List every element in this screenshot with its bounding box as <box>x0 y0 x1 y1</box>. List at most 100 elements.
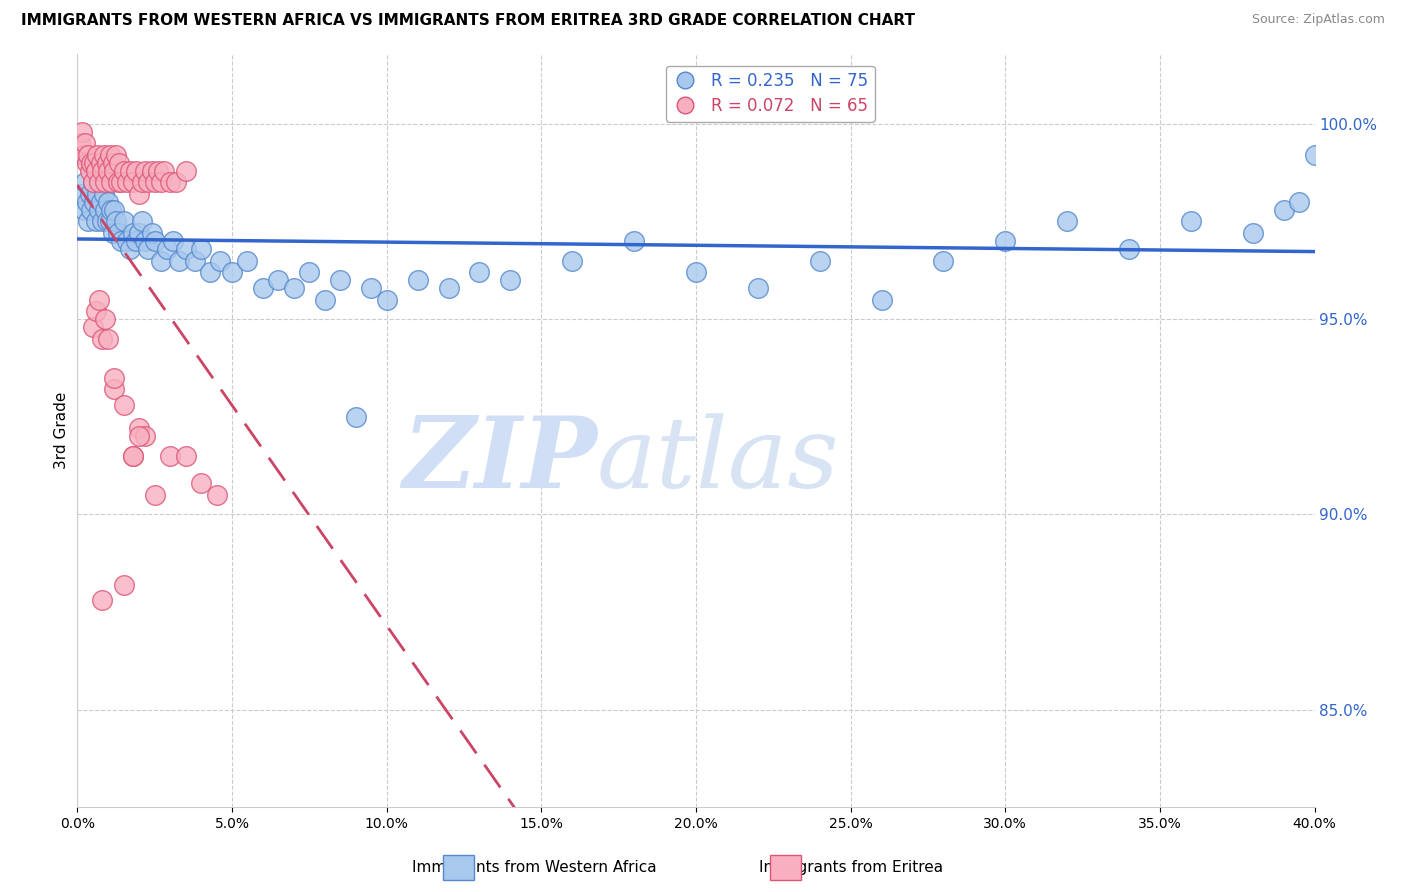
Point <box>118 242 141 256</box>
Point <box>115 234 138 248</box>
Legend: R = 0.235   N = 75, R = 0.072   N = 65: R = 0.235 N = 75, R = 0.072 N = 65 <box>666 66 875 121</box>
Point <box>94 312 117 326</box>
Point <box>91 163 114 178</box>
Point <box>110 234 132 248</box>
Point <box>138 242 160 256</box>
Point <box>344 409 367 424</box>
Point <box>1118 242 1140 256</box>
Point <box>141 226 163 240</box>
Text: Immigrants from Western Africa: Immigrants from Western Africa <box>412 861 657 875</box>
Point <box>98 214 121 228</box>
Point <box>96 214 118 228</box>
Point <box>122 226 145 240</box>
Point <box>118 163 141 178</box>
Point <box>134 234 156 248</box>
Point <box>128 226 150 240</box>
Point <box>437 281 460 295</box>
Point <box>103 370 125 384</box>
Point <box>91 332 114 346</box>
Point <box>159 449 181 463</box>
Point <box>80 202 103 217</box>
Point <box>98 148 121 162</box>
Point <box>100 202 122 217</box>
Point <box>208 253 231 268</box>
Point <box>468 265 491 279</box>
Point <box>329 273 352 287</box>
Point <box>76 194 98 209</box>
Point <box>70 125 93 139</box>
Point <box>267 273 290 287</box>
Point <box>138 175 160 189</box>
Point <box>994 234 1017 248</box>
Point <box>360 281 382 295</box>
Point <box>100 175 122 189</box>
Point <box>174 449 197 463</box>
Point <box>103 383 125 397</box>
Point <box>72 148 94 162</box>
Y-axis label: 3rd Grade: 3rd Grade <box>53 392 69 469</box>
Point <box>77 214 100 228</box>
Point <box>87 175 110 189</box>
Point <box>190 476 212 491</box>
Point <box>406 273 429 287</box>
Point <box>932 253 955 268</box>
Point <box>184 253 207 268</box>
Point <box>87 202 110 217</box>
Point <box>1056 214 1078 228</box>
Point <box>97 194 120 209</box>
Point <box>561 253 583 268</box>
Point <box>101 226 124 240</box>
Point <box>112 214 135 228</box>
Point <box>156 242 179 256</box>
Point <box>93 187 115 202</box>
Point <box>82 319 104 334</box>
Point <box>97 163 120 178</box>
Point <box>1180 214 1202 228</box>
Point <box>149 253 172 268</box>
Point <box>205 488 228 502</box>
Point <box>84 304 107 318</box>
Point <box>79 163 101 178</box>
Point <box>747 281 769 295</box>
Point <box>80 156 103 170</box>
Point <box>143 488 166 502</box>
Point <box>112 577 135 591</box>
Point <box>134 429 156 443</box>
Point <box>375 293 398 307</box>
Point <box>1303 148 1326 162</box>
Point <box>103 202 125 217</box>
Point <box>143 234 166 248</box>
Point <box>122 449 145 463</box>
Point <box>174 163 197 178</box>
Point <box>134 163 156 178</box>
Point <box>107 226 129 240</box>
Point <box>82 175 104 189</box>
Point <box>72 202 94 217</box>
Point <box>174 242 197 256</box>
Point <box>298 265 321 279</box>
Point <box>110 175 132 189</box>
Point <box>153 163 176 178</box>
Point <box>146 163 169 178</box>
Point <box>1288 194 1310 209</box>
Point <box>159 175 181 189</box>
Point <box>169 253 191 268</box>
Point <box>94 175 117 189</box>
Point <box>105 214 127 228</box>
Point <box>77 148 100 162</box>
Text: IMMIGRANTS FROM WESTERN AFRICA VS IMMIGRANTS FROM ERITREA 3RD GRADE CORRELATION : IMMIGRANTS FROM WESTERN AFRICA VS IMMIGR… <box>21 13 915 29</box>
Point <box>112 163 135 178</box>
Point <box>623 234 645 248</box>
Point <box>84 163 107 178</box>
Point <box>236 253 259 268</box>
Point <box>1272 202 1295 217</box>
Point <box>128 421 150 435</box>
Point <box>131 175 153 189</box>
Point <box>75 175 96 189</box>
Point <box>96 156 118 170</box>
Point <box>162 234 184 248</box>
Text: Immigrants from Eritrea: Immigrants from Eritrea <box>759 861 942 875</box>
Point <box>87 293 110 307</box>
Point <box>141 163 163 178</box>
Point <box>93 148 115 162</box>
